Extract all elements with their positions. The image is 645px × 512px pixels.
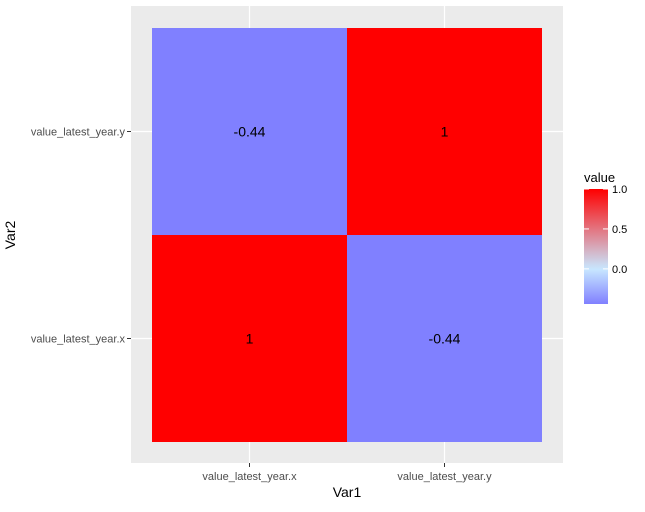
cell-value-label: 1 [246, 331, 254, 347]
x-axis-title: Var1 [333, 484, 362, 500]
cell-value-label: -0.44 [234, 124, 266, 140]
y-axis-title: Var2 [2, 221, 18, 250]
legend-tick-label: 0.0 [612, 264, 627, 276]
x-tick-label: value_latest_year.y [397, 471, 492, 483]
heatmap-cell [152, 235, 347, 442]
cell-value-label: 1 [441, 124, 449, 140]
x-axis: value_latest_year.x value_latest_year.y [202, 463, 492, 483]
legend-ticks: 1.0 0.5 0.0 [584, 184, 627, 276]
legend-colorbar [584, 189, 608, 304]
legend-title: value [584, 170, 615, 185]
heatmap-cell [152, 28, 347, 235]
heatmap-cell [347, 235, 542, 442]
legend: value 1.0 0.5 0.0 [584, 170, 627, 304]
cell-labels: 1 -0.44 -0.44 1 [234, 124, 461, 347]
heatmap-cells [152, 28, 542, 442]
y-tick-label: value_latest_year.x [31, 334, 126, 346]
legend-tick-label: 0.5 [612, 224, 627, 236]
heatmap-cell [347, 28, 542, 235]
legend-tick-label: 1.0 [612, 184, 627, 196]
y-axis: value_latest_year.x value_latest_year.y [31, 127, 131, 346]
x-tick-label: value_latest_year.x [202, 471, 297, 483]
cell-value-label: -0.44 [429, 331, 461, 347]
y-tick-label: value_latest_year.y [31, 127, 126, 139]
